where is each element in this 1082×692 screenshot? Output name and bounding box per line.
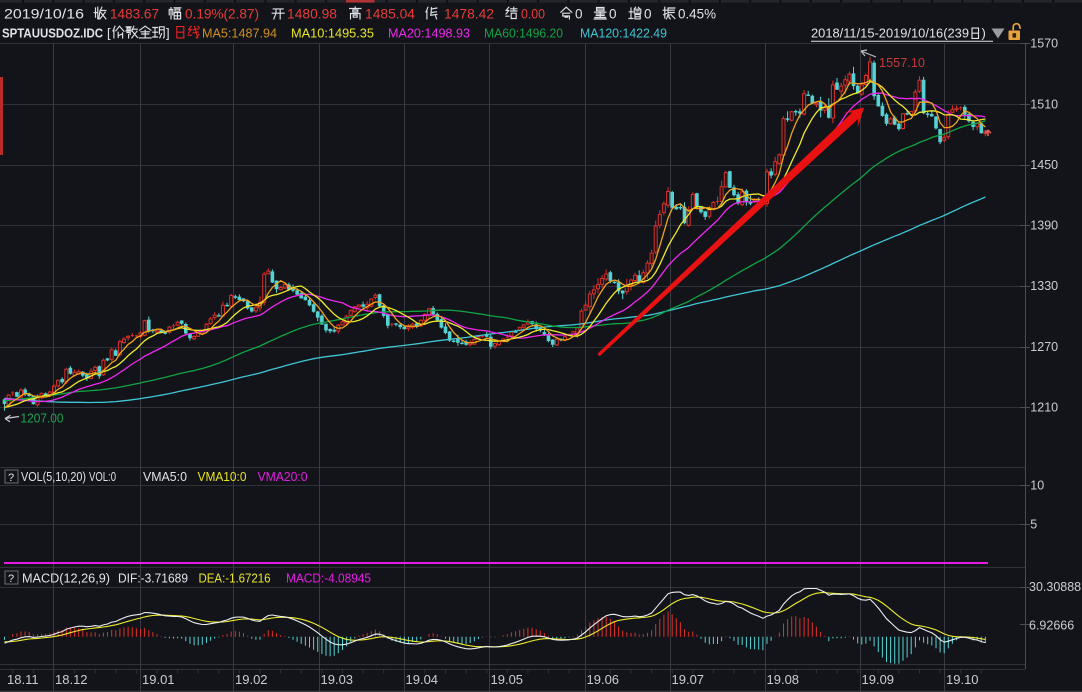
svg-text:19.10: 19.10 [946, 672, 979, 687]
svg-text:]: ] [166, 26, 170, 41]
svg-text:1570: 1570 [1030, 37, 1058, 51]
svg-text:1390: 1390 [1030, 219, 1058, 233]
svg-text:VMA10:0: VMA10:0 [198, 470, 247, 484]
svg-text:0: 0 [644, 7, 652, 22]
svg-text:DIF:-3.71689: DIF:-3.71689 [118, 572, 188, 586]
svg-text:VMA5:0: VMA5:0 [143, 470, 187, 484]
svg-text:0.19%(2.87): 0.19%(2.87) [185, 7, 259, 22]
svg-text:1270: 1270 [1030, 340, 1058, 354]
svg-text:5: 5 [1030, 517, 1037, 531]
svg-text:0: 0 [575, 7, 583, 22]
svg-text:?: ? [8, 472, 14, 484]
svg-text:1485.04: 1485.04 [365, 7, 415, 22]
svg-text:MA120:1422.49: MA120:1422.49 [580, 27, 667, 41]
svg-text:0: 0 [609, 7, 617, 22]
svg-text:1557.10: 1557.10 [879, 55, 925, 70]
svg-text:[: [ [107, 26, 111, 41]
svg-text:MA20:1498.93: MA20:1498.93 [388, 27, 470, 41]
svg-text:19.09: 19.09 [862, 672, 895, 687]
svg-text:2018/11/15-2019/10/16(239: 2018/11/15-2019/10/16(239 [811, 26, 969, 41]
svg-text:DEA:-1.67216: DEA:-1.67216 [199, 572, 271, 586]
svg-text:19.01: 19.01 [142, 672, 175, 687]
svg-text:MACD:-4.08945: MACD:-4.08945 [286, 572, 371, 586]
svg-text:0.00: 0.00 [521, 7, 545, 22]
svg-text:): ) [982, 26, 986, 41]
svg-text:18.12: 18.12 [55, 672, 88, 687]
svg-text:1483.67: 1483.67 [110, 7, 159, 22]
svg-text:SPTAUUSDOZ.IDC: SPTAUUSDOZ.IDC [2, 26, 104, 41]
svg-text:1480.98: 1480.98 [287, 7, 337, 22]
svg-text:1207.00: 1207.00 [21, 411, 64, 426]
svg-text:19.04: 19.04 [406, 672, 439, 687]
svg-text:VMA20:0: VMA20:0 [258, 470, 308, 484]
svg-text:6.92666: 6.92666 [1029, 618, 1074, 632]
svg-text:18.11: 18.11 [7, 672, 39, 687]
svg-text:1478.42: 1478.42 [444, 7, 494, 22]
svg-text:19.08: 19.08 [767, 672, 800, 687]
svg-text:19.03: 19.03 [321, 672, 354, 687]
svg-text:19.05: 19.05 [491, 672, 524, 687]
svg-text:19.02: 19.02 [235, 672, 268, 687]
svg-text:1510: 1510 [1030, 97, 1058, 111]
svg-text:MA60:1496.20: MA60:1496.20 [484, 27, 563, 41]
svg-text:VOL(5,10,20): VOL(5,10,20) [21, 470, 86, 484]
svg-text:MA10:1495.35: MA10:1495.35 [291, 27, 374, 41]
svg-text:2019/10/16: 2019/10/16 [4, 7, 84, 22]
svg-text:19.06: 19.06 [587, 672, 620, 687]
svg-text:1330: 1330 [1030, 279, 1058, 293]
svg-text:19.07: 19.07 [672, 672, 705, 687]
svg-text:10: 10 [1030, 479, 1044, 493]
svg-text:1450: 1450 [1030, 158, 1058, 172]
svg-text:MA5:1487.94: MA5:1487.94 [202, 27, 277, 41]
svg-text:MACD(12,26,9): MACD(12,26,9) [22, 572, 110, 586]
svg-text:30.30888: 30.30888 [1029, 580, 1081, 594]
svg-text:0.45%: 0.45% [678, 7, 716, 22]
svg-text:VOL:0: VOL:0 [89, 470, 116, 484]
svg-text:1210: 1210 [1030, 401, 1058, 415]
svg-text:?: ? [8, 573, 14, 585]
